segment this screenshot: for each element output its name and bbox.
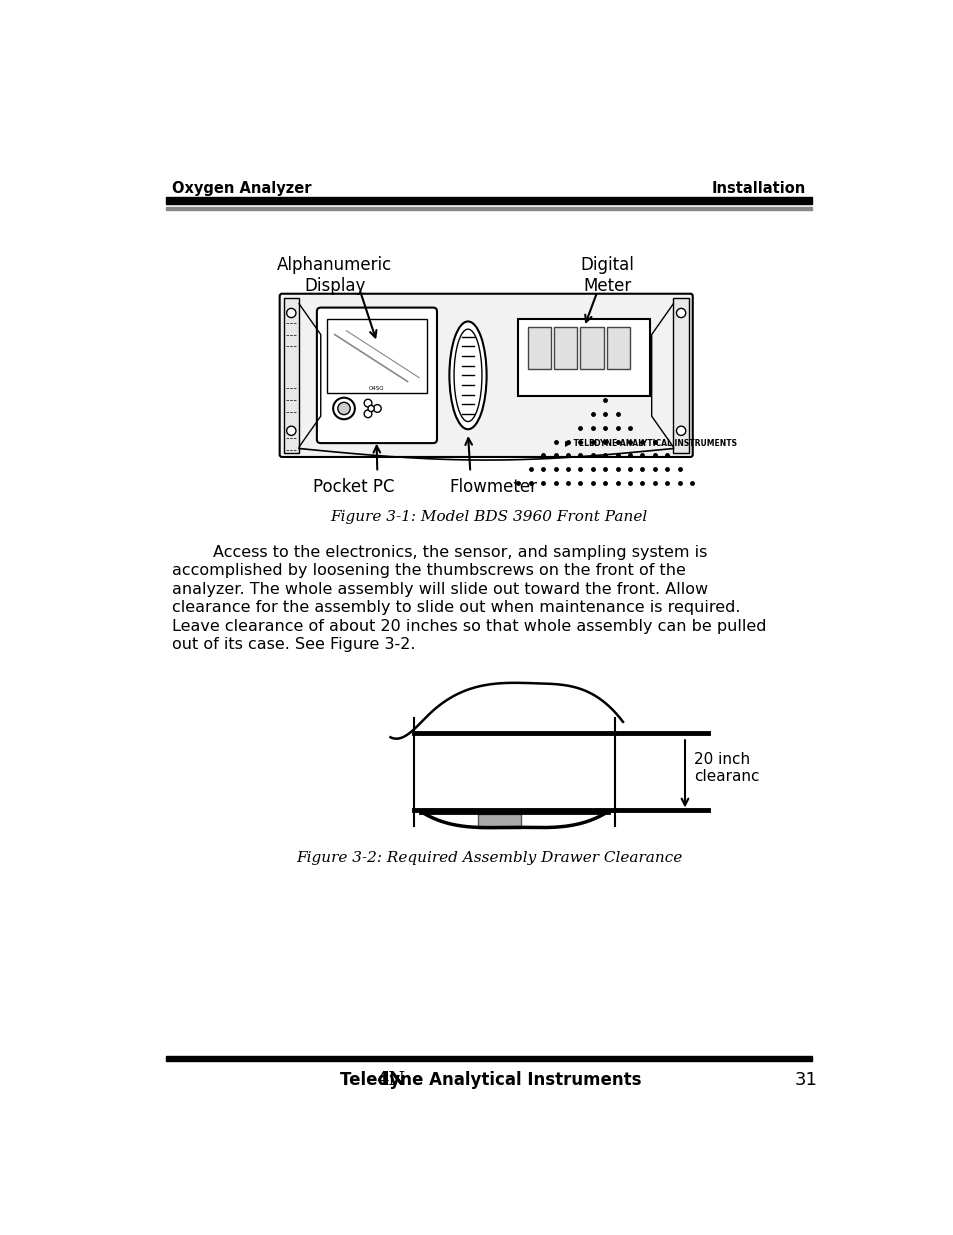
Ellipse shape xyxy=(454,330,481,421)
Circle shape xyxy=(333,398,355,419)
Bar xyxy=(606,327,629,369)
Circle shape xyxy=(368,405,374,411)
Bar xyxy=(166,198,811,204)
Text: clearance for the assembly to slide out when maintenance is required.: clearance for the assembly to slide out … xyxy=(172,600,740,615)
Ellipse shape xyxy=(449,321,486,430)
Circle shape xyxy=(286,309,295,317)
Text: Oxygen Analyzer: Oxygen Analyzer xyxy=(172,182,311,196)
Bar xyxy=(527,327,550,369)
Text: 20 inch
clearanc: 20 inch clearanc xyxy=(694,752,759,784)
FancyBboxPatch shape xyxy=(316,308,436,443)
Text: 4N: 4N xyxy=(375,1071,405,1089)
Circle shape xyxy=(364,399,372,408)
Text: Leave clearance of about 20 inches so that whole assembly can be pulled: Leave clearance of about 20 inches so th… xyxy=(172,619,765,634)
Text: Installation: Installation xyxy=(711,182,805,196)
Text: Teledyne Analytical Instruments: Teledyne Analytical Instruments xyxy=(340,1071,641,1089)
Bar xyxy=(327,319,427,393)
Text: Alphanumeric
Display: Alphanumeric Display xyxy=(276,256,392,295)
Bar xyxy=(283,298,298,453)
FancyBboxPatch shape xyxy=(279,294,692,457)
Bar xyxy=(166,1056,811,1061)
Circle shape xyxy=(676,426,685,436)
Text: out of its case. See Figure 3-2.: out of its case. See Figure 3-2. xyxy=(172,637,415,652)
Text: Pocket PC: Pocket PC xyxy=(313,478,395,495)
Bar xyxy=(579,327,603,369)
Bar xyxy=(554,327,577,369)
Bar xyxy=(166,206,811,210)
Text: Figure 3-1: Model BDS 3960 Front Panel: Figure 3-1: Model BDS 3960 Front Panel xyxy=(330,510,647,524)
Bar xyxy=(673,298,688,453)
Text: Figure 3-2: Required Assembly Drawer Clearance: Figure 3-2: Required Assembly Drawer Cle… xyxy=(295,851,681,866)
Circle shape xyxy=(364,410,372,417)
Text: Digital
Meter: Digital Meter xyxy=(580,256,634,295)
Circle shape xyxy=(286,426,295,436)
Text: Access to the electronics, the sensor, and sampling system is: Access to the electronics, the sensor, a… xyxy=(172,545,706,559)
Circle shape xyxy=(373,405,381,412)
Bar xyxy=(517,319,649,396)
Text: Flowmeter: Flowmeter xyxy=(449,478,537,495)
Text: O4SO: O4SO xyxy=(369,385,384,390)
Text: ▶ TELEDYNE ANALYTICAL INSTRUMENTS: ▶ TELEDYNE ANALYTICAL INSTRUMENTS xyxy=(564,437,736,447)
Text: accomplished by loosening the thumbscrews on the front of the: accomplished by loosening the thumbscrew… xyxy=(172,563,685,578)
Circle shape xyxy=(676,309,685,317)
Text: analyzer. The whole assembly will slide out toward the front. Allow: analyzer. The whole assembly will slide … xyxy=(172,582,707,597)
Bar xyxy=(477,814,520,829)
Circle shape xyxy=(337,403,350,415)
Text: 31: 31 xyxy=(794,1071,817,1089)
